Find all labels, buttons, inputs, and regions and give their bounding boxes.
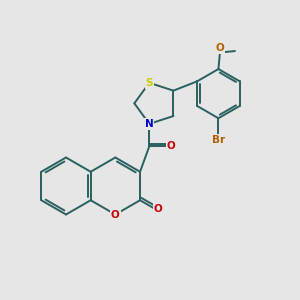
Text: O: O [167,141,176,152]
Text: S: S [146,78,153,88]
Text: O: O [111,209,120,220]
Text: N: N [145,119,154,129]
Text: Br: Br [212,135,225,145]
Text: O: O [154,203,162,214]
Text: O: O [216,43,224,53]
Text: N: N [145,119,154,129]
